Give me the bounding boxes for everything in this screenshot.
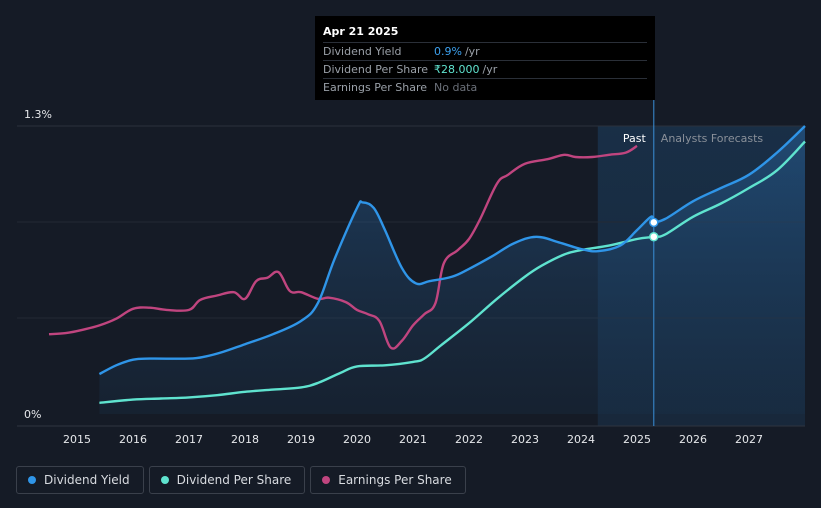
legend-dividend-yield[interactable]: Dividend Yield <box>16 466 144 494</box>
legend-dividend-per-share[interactable]: Dividend Per Share <box>148 466 306 494</box>
tooltip-unit: /yr <box>464 45 480 58</box>
y-axis-bottom-label: 0% <box>24 408 41 421</box>
tooltip-label: Dividend Yield <box>323 45 402 58</box>
x-tick-label: 2026 <box>679 433 707 446</box>
tooltip-value: No data <box>434 81 478 94</box>
tooltip-value: 0.9% <box>434 45 462 58</box>
x-tick-label: 2019 <box>287 433 315 446</box>
chart-legend: Dividend Yield Dividend Per Share Earnin… <box>16 466 466 494</box>
earnings-per-share-line[interactable] <box>48 144 638 350</box>
x-tick-label: 2024 <box>567 433 595 446</box>
x-axis-ticks: 2015 2016 2017 2018 2019 2020 2021 2022 2023 2024… <box>63 433 763 446</box>
dividend-per-share-line[interactable] <box>99 140 806 405</box>
hover-tooltip: Apr 21 2025 Dividend Yield 0.9% /yr Divi… <box>315 16 655 100</box>
legend-label: Earnings Per Share <box>338 473 452 487</box>
x-tick-label: 2017 <box>175 433 203 446</box>
tooltip-row-dividend-per-share: Dividend Per Share ₹28.000 /yr <box>323 60 647 78</box>
x-tick-label: 2022 <box>455 433 483 446</box>
x-tick-label: 2016 <box>119 433 147 446</box>
legend-earnings-per-share[interactable]: Earnings Per Share <box>310 466 466 494</box>
tooltip-date: Apr 21 2025 <box>323 25 399 38</box>
legend-label: Dividend Yield <box>44 473 130 487</box>
dividend-per-share-marker[interactable] <box>649 232 659 242</box>
x-tick-label: 2021 <box>399 433 427 446</box>
analysts-forecasts-label: Analysts Forecasts <box>661 132 764 145</box>
dividend-yield-marker[interactable] <box>649 217 659 228</box>
x-tick-label: 2015 <box>63 433 91 446</box>
tooltip-value: ₹28.000 <box>434 63 480 76</box>
past-label: Past <box>623 132 647 145</box>
x-tick-label: 2020 <box>343 433 371 446</box>
tooltip-row-dividend-yield: Dividend Yield 0.9% /yr <box>323 42 647 60</box>
x-tick-label: 2018 <box>231 433 259 446</box>
legend-label: Dividend Per Share <box>176 473 292 487</box>
tooltip-label: Earnings Per Share <box>323 81 428 94</box>
y-axis-top-label: 1.3% <box>24 108 52 121</box>
tooltip-label: Dividend Per Share <box>323 63 429 76</box>
tooltip-row-earnings-per-share: Earnings Per Share No data <box>323 78 647 96</box>
legend-dot-icon <box>28 476 36 484</box>
dividend-yield-area <box>99 126 805 414</box>
tooltip-unit: /yr <box>482 63 498 76</box>
legend-dot-icon <box>160 476 169 484</box>
x-tick-label: 2027 <box>735 433 763 446</box>
x-tick-label: 2025 <box>623 433 651 446</box>
legend-dot-icon <box>322 476 331 484</box>
x-tick-label: 2023 <box>511 433 539 446</box>
